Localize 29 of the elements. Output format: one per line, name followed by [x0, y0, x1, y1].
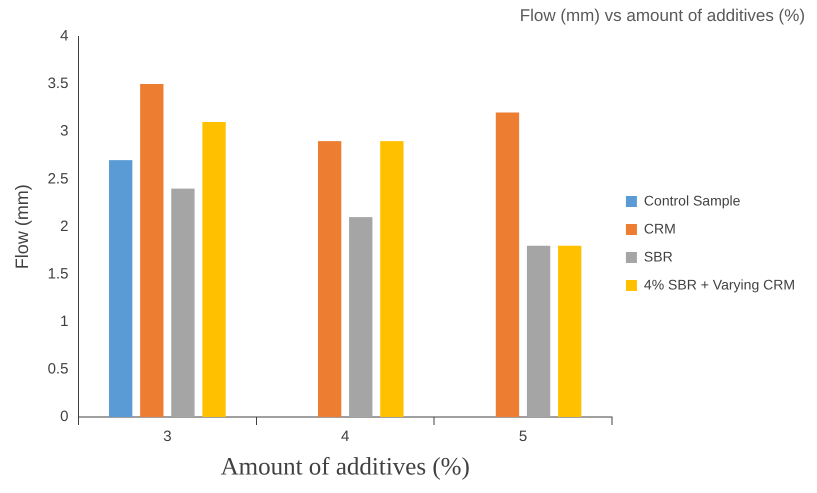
bar [140, 84, 164, 417]
legend-label: SBR [644, 248, 673, 264]
legend-label: 4% SBR + Varying CRM [644, 276, 796, 292]
bar [109, 160, 132, 417]
bar [558, 246, 582, 417]
y-tick-label: 3 [60, 122, 68, 140]
y-tick-label: 2 [60, 218, 68, 235]
y-axis-title: Flow (mm) [12, 184, 32, 270]
bar [496, 112, 520, 417]
bar [171, 188, 195, 417]
legend-label: CRM [644, 220, 676, 236]
y-tick-label: 4 [60, 28, 68, 45]
bar [349, 217, 372, 417]
y-tick-label: 1.5 [48, 265, 68, 282]
text: Flow (mm) vs amount of additives (%) [520, 6, 805, 25]
bar [202, 122, 226, 417]
x-tick-label: 3 [163, 428, 172, 446]
x-tick-label: 4 [341, 428, 350, 446]
bar [526, 246, 550, 417]
y-tick-label: 0 [60, 408, 68, 426]
bar [318, 141, 342, 417]
y-tick-label: 2.5 [48, 170, 68, 188]
y-tick-label: 1 [60, 312, 68, 330]
y-tick-label: 3.5 [48, 75, 68, 92]
x-tick-label: 5 [518, 428, 528, 446]
y-tick-label: 0.5 [48, 360, 68, 378]
bar [380, 141, 404, 417]
legend-label: Control Sample [644, 192, 741, 208]
x-axis-title: Amount of additives (%) [220, 454, 470, 481]
